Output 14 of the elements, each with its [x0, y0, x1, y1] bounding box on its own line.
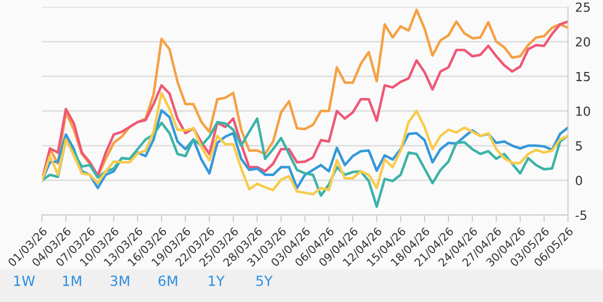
- y-tick-label: 5: [576, 141, 582, 151]
- text: 1M: [63, 276, 82, 286]
- line-series: [42, 92, 568, 196]
- text: 5Y: [256, 276, 273, 286]
- text: 1Y: [208, 276, 225, 286]
- text: 6M: [158, 276, 178, 286]
- text: 3M: [110, 276, 130, 286]
- y-tick-label: 20: [576, 37, 590, 47]
- y-tick-label: 0: [576, 176, 582, 186]
- y-tick-label: 25: [576, 2, 590, 12]
- y-tick-label: 10: [576, 106, 590, 116]
- text: 1W: [14, 276, 35, 286]
- y-tick-label: 15: [576, 72, 590, 82]
- y-tick-label: -5: [576, 210, 586, 220]
